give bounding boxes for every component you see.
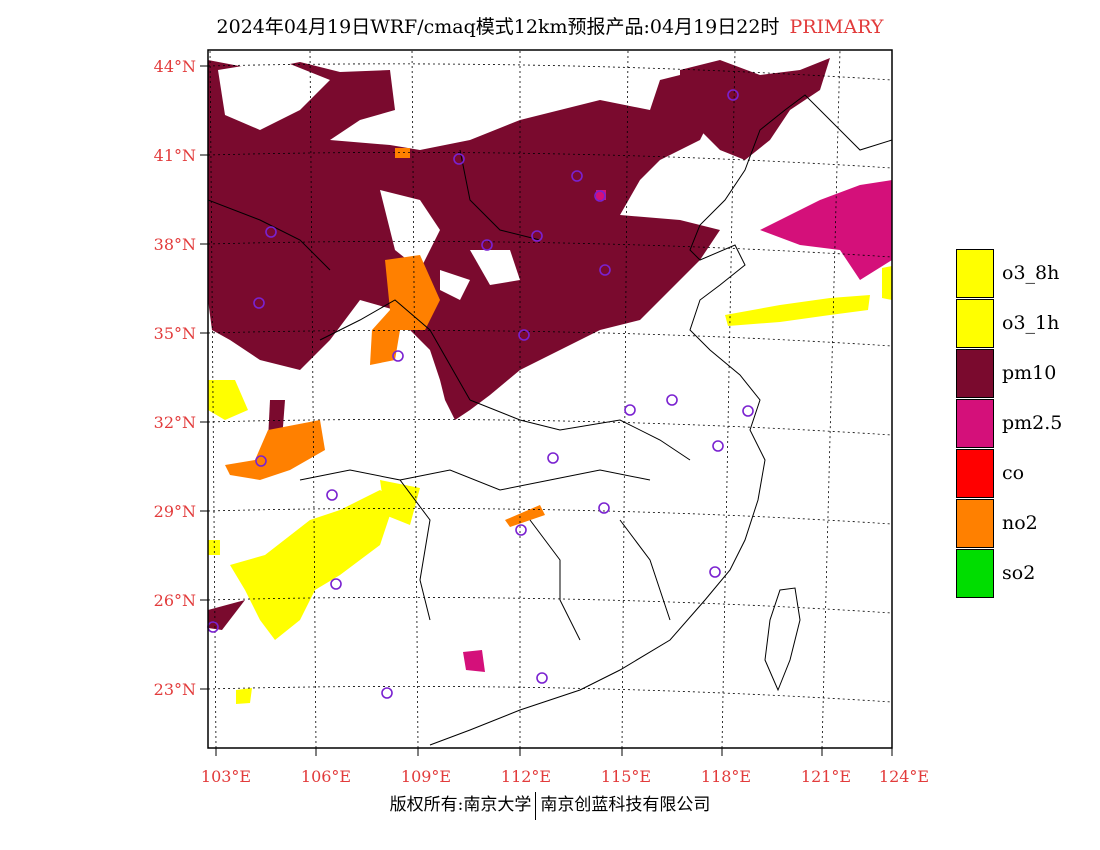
station-marker bbox=[742, 405, 754, 417]
no2-region-sx bbox=[395, 148, 410, 158]
station-marker bbox=[712, 440, 724, 452]
title-main: 2024年04月19日WRF/cmaq模式12km预报产品:04月19日22时 bbox=[216, 16, 780, 38]
station-marker bbox=[265, 226, 277, 238]
lat-label: 35°N bbox=[154, 324, 196, 343]
legend-item-no2: no2 bbox=[956, 498, 1062, 548]
taiwan-coast bbox=[764, 587, 801, 692]
station-marker bbox=[666, 394, 678, 406]
legend-label: so2 bbox=[1002, 562, 1036, 584]
no2-region-hunan bbox=[505, 505, 545, 527]
legend-label: no2 bbox=[1002, 512, 1038, 534]
legend-item-pm25: pm2.5 bbox=[956, 398, 1062, 448]
lat-label: 23°N bbox=[154, 680, 196, 699]
station-marker bbox=[453, 153, 465, 165]
pm25-region-northeast bbox=[760, 180, 892, 280]
lon-label: 112°E bbox=[501, 767, 551, 786]
station-marker bbox=[594, 190, 606, 202]
axis-ticks bbox=[200, 65, 893, 756]
station-marker bbox=[727, 89, 739, 101]
legend-label: o3_8h bbox=[1002, 262, 1060, 284]
station-marker bbox=[515, 524, 527, 536]
station-marker bbox=[599, 264, 611, 276]
station-marker bbox=[531, 230, 543, 242]
station-marker bbox=[330, 578, 342, 590]
legend-swatch bbox=[956, 448, 994, 498]
lon-label: 124°E bbox=[879, 767, 929, 786]
legend-swatch bbox=[956, 498, 994, 548]
clear-area-shanxi bbox=[440, 270, 470, 300]
latitude-labels: 44°N 41°N 38°N 35°N 32°N 29°N 26°N 23°N bbox=[154, 57, 196, 699]
legend: o3_8h o3_1h pm10 pm2.5 co no2 so2 bbox=[956, 248, 1062, 598]
clear-area-inner bbox=[380, 190, 440, 270]
footer-separator bbox=[535, 791, 537, 820]
station-marker bbox=[571, 170, 583, 182]
o3-region-korea bbox=[882, 266, 892, 300]
legend-label: pm2.5 bbox=[1002, 412, 1063, 434]
copyright-left: 版权所有:南京大学 bbox=[389, 795, 532, 815]
o3-region-yunnan bbox=[208, 380, 248, 420]
legend-item-co: co bbox=[956, 448, 1062, 498]
copyright-footer: 版权所有:南京大学 南京创蓝科技有限公司 bbox=[0, 790, 1100, 820]
no2-region-shaanxi bbox=[370, 255, 440, 365]
station-marker bbox=[253, 297, 265, 309]
copyright-right: 南京创蓝科技有限公司 bbox=[540, 795, 711, 815]
lat-label: 26°N bbox=[154, 591, 196, 610]
legend-swatch bbox=[956, 398, 994, 448]
legend-label: co bbox=[1002, 462, 1025, 484]
legend-swatch bbox=[956, 348, 994, 398]
legend-label: o3_1h bbox=[1002, 312, 1060, 334]
legend-label: pm10 bbox=[1002, 362, 1057, 384]
legend-item-o3-1h: o3_1h bbox=[956, 298, 1062, 348]
clear-area-mongolia bbox=[218, 60, 330, 130]
legend-item-so2: so2 bbox=[956, 548, 1062, 598]
lon-label: 103°E bbox=[201, 767, 251, 786]
lat-label: 32°N bbox=[154, 413, 196, 432]
legend-item-o3-8h: o3_8h bbox=[956, 248, 1062, 298]
map-frame bbox=[207, 49, 893, 749]
boundaries bbox=[208, 94, 892, 746]
legend-swatch bbox=[956, 548, 994, 598]
lon-label: 115°E bbox=[601, 767, 651, 786]
lon-label: 121°E bbox=[801, 767, 851, 786]
legend-swatch bbox=[956, 298, 994, 348]
o3-region-guizhou bbox=[230, 490, 395, 640]
title-tag: PRIMARY bbox=[789, 16, 884, 38]
o3-region-guizhou2 bbox=[380, 480, 420, 525]
lon-label: 109°E bbox=[401, 767, 451, 786]
station-markers bbox=[207, 89, 754, 699]
station-marker bbox=[598, 502, 610, 514]
lat-label: 38°N bbox=[154, 235, 196, 254]
station-marker bbox=[255, 455, 267, 467]
station-marker bbox=[381, 687, 393, 699]
lon-label: 118°E bbox=[701, 767, 751, 786]
o3-region-gx bbox=[236, 688, 252, 704]
longitude-labels: 103°E 106°E 109°E 112°E 115°E 118°E 121°… bbox=[201, 767, 929, 786]
lon-label: 106°E bbox=[301, 767, 351, 786]
map-title: 2024年04月19日WRF/cmaq模式12km预报产品:04月19日22时 P… bbox=[0, 12, 1100, 39]
pm10-region-northeast bbox=[680, 58, 830, 160]
station-marker bbox=[709, 566, 721, 578]
lat-label: 29°N bbox=[154, 502, 196, 521]
station-marker bbox=[392, 350, 404, 362]
lat-label: 41°N bbox=[154, 146, 196, 165]
station-marker bbox=[536, 672, 548, 684]
pm10-region-north bbox=[208, 60, 720, 420]
station-marker bbox=[481, 239, 493, 251]
lat-label: 44°N bbox=[154, 57, 196, 76]
pm25-region-gd bbox=[463, 650, 485, 672]
pm10-region-sw bbox=[208, 600, 245, 630]
station-marker bbox=[624, 404, 636, 416]
pollution-fields bbox=[208, 58, 892, 704]
legend-item-pm10: pm10 bbox=[956, 348, 1062, 398]
o3-region-yellow-sea bbox=[725, 295, 870, 326]
province-lines bbox=[208, 149, 691, 641]
clear-area-hebei bbox=[470, 250, 520, 285]
coastline bbox=[429, 94, 892, 746]
no2-region-sichuan bbox=[225, 420, 325, 480]
station-marker bbox=[326, 489, 338, 501]
legend-swatch bbox=[956, 248, 994, 298]
station-marker bbox=[547, 452, 559, 464]
station-marker bbox=[518, 329, 530, 341]
